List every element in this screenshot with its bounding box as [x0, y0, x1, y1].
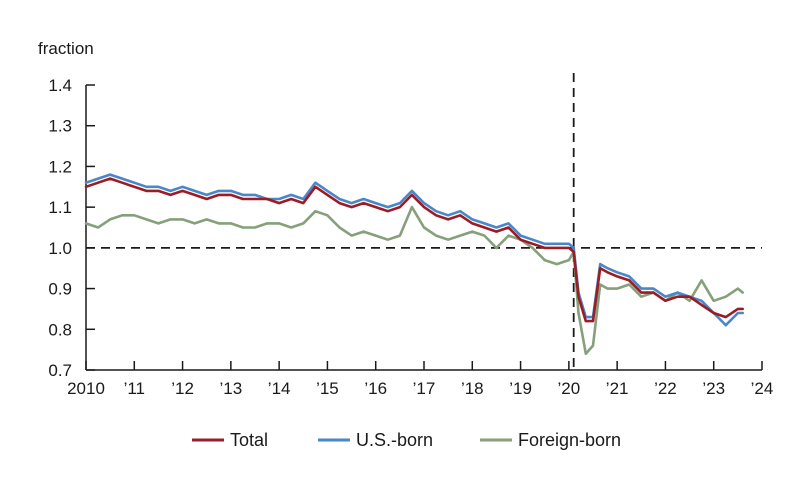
- y-tick-label: 1.3: [48, 117, 72, 136]
- series-line-u-s-born: [84, 173, 744, 327]
- x-tick-label: 2010: [67, 379, 105, 398]
- axes: fraction 0.7 0.8 0.9 1.0 1.1 1.2 1.3 1.4 2010 ’11 ’…: [38, 39, 773, 398]
- series-line-total: [84, 177, 744, 323]
- y-tick-label: 0.9: [48, 280, 72, 299]
- series-line-foreign-born: [84, 205, 744, 355]
- legend-label: Foreign-born: [518, 430, 621, 450]
- x-tick-label: ’14: [268, 379, 291, 398]
- x-tick-label: ’19: [509, 379, 532, 398]
- x-tick-label: ’22: [654, 379, 677, 398]
- x-tick-label: ’15: [316, 379, 339, 398]
- x-tick-label: ’23: [702, 379, 725, 398]
- x-tick-label: ’18: [461, 379, 484, 398]
- y-tick-label: 1.0: [48, 239, 72, 258]
- y-tick-label: 0.8: [48, 320, 72, 339]
- x-tick-label: ’12: [171, 379, 194, 398]
- y-tick-label: 1.4: [48, 76, 72, 95]
- x-tick-label: ’17: [413, 379, 436, 398]
- y-axis-unit-label: fraction: [38, 39, 94, 58]
- y-tick-label: 1.1: [48, 198, 72, 217]
- legend: Total U.S.-born Foreign-born: [192, 430, 621, 450]
- x-tick-label: ’20: [558, 379, 581, 398]
- x-tick-label: ’13: [220, 379, 243, 398]
- x-tick-label: ’16: [364, 379, 387, 398]
- x-tick-label: ’21: [606, 379, 629, 398]
- series-lines: [84, 173, 744, 355]
- x-tick-label: ’11: [124, 379, 145, 398]
- y-tick-label: 0.7: [48, 361, 72, 380]
- legend-label: U.S.-born: [356, 430, 433, 450]
- reference-lines: [86, 73, 762, 370]
- x-tick-label: ’24: [751, 379, 774, 398]
- y-tick-label: 1.2: [48, 157, 72, 176]
- legend-label: Total: [230, 430, 268, 450]
